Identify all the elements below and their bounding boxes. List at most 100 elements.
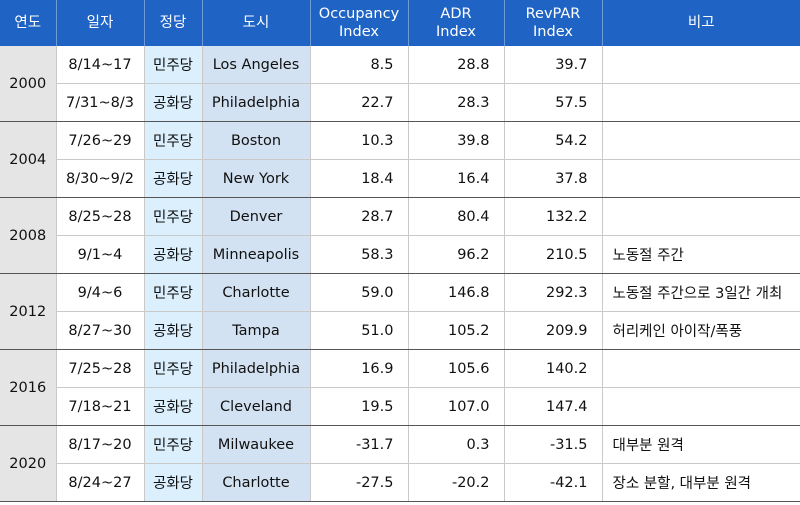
revpar-cell: 54.2: [503, 121, 602, 160]
city-cell: Charlotte: [201, 273, 310, 312]
note-cell: [601, 159, 800, 198]
date-cell: 8/25~28: [55, 197, 144, 236]
occupancy-cell: -31.7: [309, 425, 408, 464]
header-party: 정당: [144, 0, 203, 46]
revpar-cell: 132.2: [503, 197, 602, 236]
date-cell: 8/17~20: [55, 425, 144, 464]
revpar-cell: 209.9: [503, 311, 602, 350]
year-cell: 2000: [0, 46, 56, 122]
header-date: 일자: [56, 0, 145, 46]
header-adr-index: ADR Index: [408, 0, 505, 46]
party-cell: 공화당: [143, 463, 202, 502]
occupancy-cell: 28.7: [309, 197, 408, 236]
occupancy-cell: 51.0: [309, 311, 408, 350]
table-row: 7/31~8/3 공화당 Philadelphia 22.7 28.3 57.5: [0, 83, 800, 122]
table-row: 2004 7/26~29 민주당 Boston 10.3 39.8 54.2: [0, 121, 800, 198]
adr-cell: 28.8: [407, 46, 504, 84]
table-row: 8/30~9/2 공화당 New York 18.4 16.4 37.8: [0, 159, 800, 198]
table-row: 8/24~27 공화당 Charlotte -27.5 -20.2 -42.1 …: [0, 463, 800, 502]
party-cell: 공화당: [143, 311, 202, 350]
party-cell: 민주당: [143, 121, 202, 160]
note-cell: 허리케인 아이작/폭풍: [601, 311, 800, 350]
table-row: 2020 8/17~20 민주당 Milwaukee -31.7 0.3 -31…: [0, 425, 800, 502]
note-cell: [601, 46, 800, 84]
city-cell: Cleveland: [201, 387, 310, 426]
date-cell: 9/1~4: [55, 235, 144, 274]
occupancy-cell: 8.5: [309, 46, 408, 84]
party-cell: 민주당: [143, 46, 202, 84]
revpar-cell: 292.3: [503, 273, 602, 312]
date-cell: 7/18~21: [55, 387, 144, 426]
note-cell: 노동절 주간: [601, 235, 800, 274]
occupancy-cell: 19.5: [309, 387, 408, 426]
table-row: 7/18~21 공화당 Cleveland 19.5 107.0 147.4: [0, 387, 800, 426]
adr-cell: 39.8: [407, 121, 504, 160]
adr-cell: 105.2: [407, 311, 504, 350]
party-cell: 민주당: [143, 197, 202, 236]
occupancy-cell: 58.3: [309, 235, 408, 274]
year-cell: 2004: [0, 121, 56, 198]
party-cell: 민주당: [143, 425, 202, 464]
header-revpar-index: RevPAR Index: [504, 0, 603, 46]
adr-cell: -20.2: [407, 463, 504, 502]
year-cell: 2008: [0, 197, 56, 274]
city-cell: Tampa: [201, 311, 310, 350]
date-cell: 7/31~8/3: [55, 83, 144, 122]
note-cell: 장소 분할, 대부분 원격: [601, 463, 800, 502]
year-cell: 2020: [0, 425, 56, 502]
city-cell: Minneapolis: [201, 235, 310, 274]
table-row: 2008 8/25~28 민주당 Denver 28.7 80.4 132.2: [0, 197, 800, 274]
revpar-cell: 147.4: [503, 387, 602, 426]
city-cell: Philadelphia: [201, 349, 310, 388]
note-cell: [601, 387, 800, 426]
party-cell: 민주당: [143, 273, 202, 312]
revpar-cell: 37.8: [503, 159, 602, 198]
table-header-row: 연도 일자 정당 도시 Occupancy Index ADR Index RevP…: [0, 0, 800, 46]
table-row: 2016 7/25~28 민주당 Philadelphia 16.9 105.6…: [0, 349, 800, 426]
date-cell: 8/27~30: [55, 311, 144, 350]
adr-cell: 80.4: [407, 197, 504, 236]
date-cell: 9/4~6: [55, 273, 144, 312]
header-occupancy-index: Occupancy Index: [310, 0, 409, 46]
date-cell: 8/30~9/2: [55, 159, 144, 198]
city-cell: New York: [201, 159, 310, 198]
city-cell: Boston: [201, 121, 310, 160]
year-cell: 2012: [0, 273, 56, 350]
party-cell: 공화당: [143, 387, 202, 426]
note-cell: [601, 349, 800, 388]
party-cell: 공화당: [143, 235, 202, 274]
note-cell: 대부분 원격: [601, 425, 800, 464]
note-cell: [601, 83, 800, 122]
adr-cell: 0.3: [407, 425, 504, 464]
table-row: 9/1~4 공화당 Minneapolis 58.3 96.2 210.5 노동…: [0, 235, 800, 274]
revpar-cell: -42.1: [503, 463, 602, 502]
party-cell: 공화당: [143, 159, 202, 198]
adr-cell: 105.6: [407, 349, 504, 388]
occupancy-cell: 59.0: [309, 273, 408, 312]
note-cell: [601, 121, 800, 160]
table-row: 2000 8/14~17 민주당 Los Angeles 8.5 28.8 39…: [0, 46, 800, 122]
occupancy-cell: 10.3: [309, 121, 408, 160]
occupancy-cell: -27.5: [309, 463, 408, 502]
table-row: 2012 9/4~6 민주당 Charlotte 59.0 146.8 292.…: [0, 273, 800, 350]
party-cell: 공화당: [143, 83, 202, 122]
adr-cell: 96.2: [407, 235, 504, 274]
date-cell: 7/26~29: [55, 121, 144, 160]
adr-cell: 28.3: [407, 83, 504, 122]
adr-cell: 16.4: [407, 159, 504, 198]
occupancy-cell: 16.9: [309, 349, 408, 388]
revpar-cell: -31.5: [503, 425, 602, 464]
revpar-cell: 57.5: [503, 83, 602, 122]
revpar-cell: 210.5: [503, 235, 602, 274]
header-year: 연도: [0, 0, 57, 46]
date-cell: 7/25~28: [55, 349, 144, 388]
city-cell: Los Angeles: [201, 46, 310, 84]
note-cell: 노동절 주간으로 3일간 개최: [601, 273, 800, 312]
header-city: 도시: [202, 0, 311, 46]
city-cell: Milwaukee: [201, 425, 310, 464]
revpar-cell: 39.7: [503, 46, 602, 84]
header-note: 비고: [602, 0, 800, 46]
city-cell: Philadelphia: [201, 83, 310, 122]
note-cell: [601, 197, 800, 236]
city-cell: Charlotte: [201, 463, 310, 502]
